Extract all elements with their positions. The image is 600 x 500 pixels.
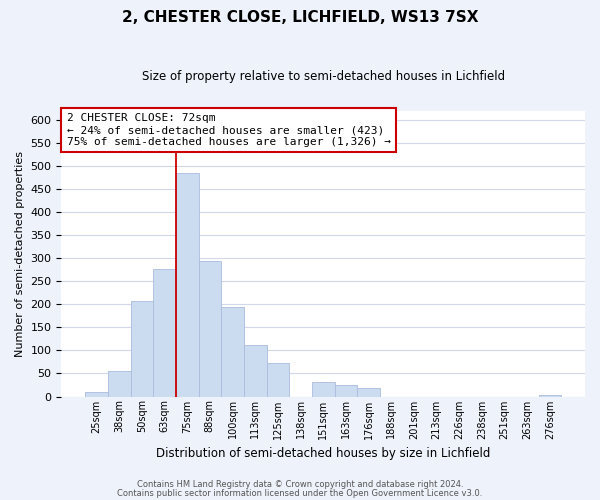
Bar (108, 371, 131, 396)
Bar (266, 363, 289, 396)
Text: Contains public sector information licensed under the Open Government Licence v3: Contains public sector information licen… (118, 488, 482, 498)
Bar (85, 392, 108, 396)
Bar (357, 388, 380, 396)
X-axis label: Distribution of semi-detached houses by size in Lichfield: Distribution of semi-detached houses by … (156, 447, 490, 460)
Bar (244, 346, 266, 397)
Bar (131, 301, 153, 396)
Bar (176, 174, 199, 396)
Bar (335, 385, 357, 396)
Bar (312, 382, 335, 396)
Text: Contains HM Land Registry data © Crown copyright and database right 2024.: Contains HM Land Registry data © Crown c… (137, 480, 463, 489)
Bar (221, 308, 244, 396)
Text: 2, CHESTER CLOSE, LICHFIELD, WS13 7SX: 2, CHESTER CLOSE, LICHFIELD, WS13 7SX (122, 10, 478, 25)
Bar (199, 262, 221, 396)
Y-axis label: Number of semi-detached properties: Number of semi-detached properties (15, 150, 25, 356)
Bar (153, 269, 176, 396)
Text: 2 CHESTER CLOSE: 72sqm
← 24% of semi-detached houses are smaller (423)
75% of se: 2 CHESTER CLOSE: 72sqm ← 24% of semi-det… (67, 114, 391, 146)
Bar (539, 395, 561, 396)
Title: Size of property relative to semi-detached houses in Lichfield: Size of property relative to semi-detach… (142, 70, 505, 83)
